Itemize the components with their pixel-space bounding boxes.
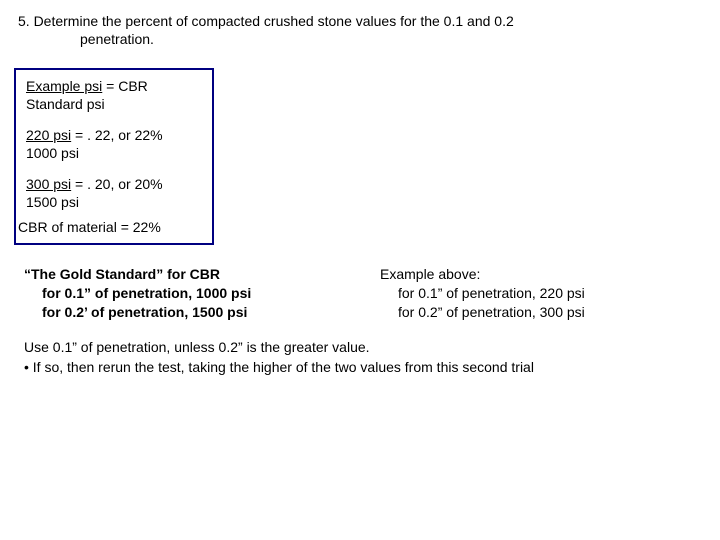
calc1-denominator: 1000 psi bbox=[26, 145, 79, 161]
formula-denominator: Standard psi bbox=[26, 96, 105, 112]
heading-line2: penetration. bbox=[18, 30, 702, 48]
gold-line3: for 0.2’ of penetration, 1500 psi bbox=[24, 303, 344, 322]
reference-columns: “The Gold Standard” for CBR for 0.1” of … bbox=[24, 265, 702, 322]
note-line1: Use 0.1” of penetration, unless 0.2” is … bbox=[24, 338, 702, 358]
formula-numerator: Example psi bbox=[26, 78, 102, 94]
cbr-result: CBR of material = 22% bbox=[16, 217, 212, 243]
example-line3: for 0.2” of penetration, 300 psi bbox=[380, 303, 585, 322]
heading-line1: 5. Determine the percent of compacted cr… bbox=[18, 13, 514, 29]
calc2-numerator: 300 psi bbox=[26, 176, 71, 192]
usage-note: Use 0.1” of penetration, unless 0.2” is … bbox=[24, 338, 702, 377]
calc-row-2: 300 psi = . 20, or 20% 1500 psi bbox=[16, 168, 212, 217]
calc1-numerator: 220 psi bbox=[26, 127, 71, 143]
step-heading: 5. Determine the percent of compacted cr… bbox=[18, 12, 702, 48]
calc2-result: = . 20, or 20% bbox=[71, 176, 162, 192]
gold-line2: for 0.1” of penetration, 1000 psi bbox=[24, 284, 344, 303]
calc-row-1: 220 psi = . 22, or 22% 1000 psi bbox=[16, 119, 212, 168]
formula-row: Example psi = CBR Standard psi bbox=[16, 70, 212, 119]
calculation-box: Example psi = CBR Standard psi 220 psi =… bbox=[14, 68, 214, 245]
example-line2: for 0.1” of penetration, 220 psi bbox=[380, 284, 585, 303]
gold-line1: “The Gold Standard” for CBR bbox=[24, 265, 344, 284]
example-line1: Example above: bbox=[380, 265, 585, 284]
note-line2: • If so, then rerun the test, taking the… bbox=[24, 358, 702, 378]
calc2-denominator: 1500 psi bbox=[26, 194, 79, 210]
example-block: Example above: for 0.1” of penetration, … bbox=[380, 265, 585, 322]
formula-equals: = CBR bbox=[102, 78, 148, 94]
calc1-result: = . 22, or 22% bbox=[71, 127, 162, 143]
gold-standard-block: “The Gold Standard” for CBR for 0.1” of … bbox=[24, 265, 344, 322]
